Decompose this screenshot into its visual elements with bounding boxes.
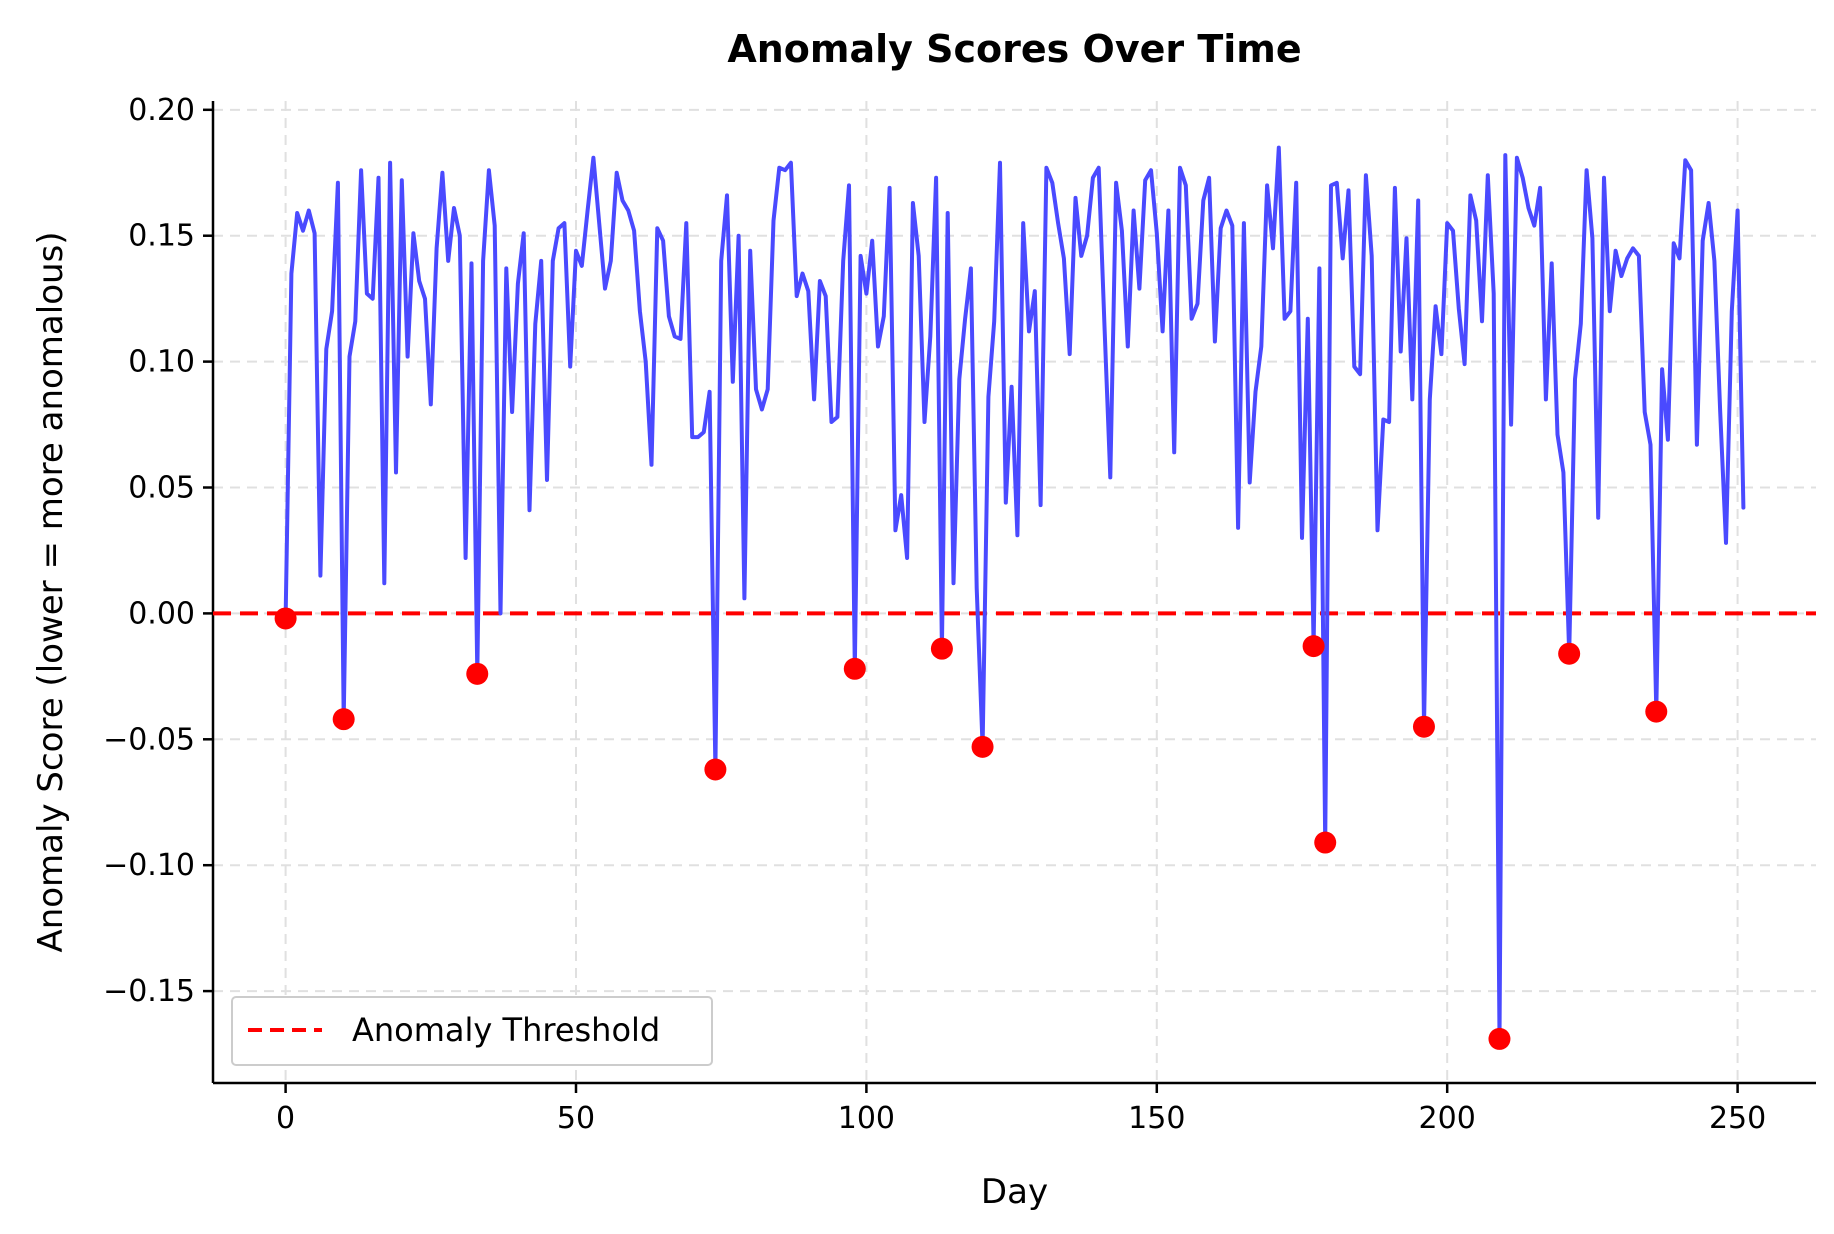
y-tick-label: −0.15 <box>103 974 195 1009</box>
y-tick-label: 0.10 <box>128 345 195 380</box>
x-tick-label: 150 <box>1128 1101 1185 1136</box>
anomaly-point <box>466 662 489 685</box>
anomaly-point <box>1314 831 1337 854</box>
anomaly-point <box>704 758 727 781</box>
y-tick-label: 0.15 <box>128 219 195 254</box>
grid <box>213 101 1816 1083</box>
y-tick-label: −0.05 <box>103 722 195 757</box>
chart-title: Anomaly Scores Over Time <box>727 27 1301 71</box>
x-tick-label: 0 <box>276 1101 295 1136</box>
anomaly-point <box>843 657 866 680</box>
tick-labels: 0 50 100 150 200 250 0.20 0.15 0.10 0.05 0.00 −0.05… <box>103 93 1766 1136</box>
anomaly-point <box>1412 715 1435 738</box>
series-layer <box>283 145 1746 1041</box>
anomaly-point <box>1645 700 1668 723</box>
anomaly-point <box>930 637 953 660</box>
x-tick-label: 250 <box>1709 1101 1766 1136</box>
y-tick-label: −0.10 <box>103 848 195 883</box>
legend: Anomaly Threshold <box>231 996 713 1066</box>
anomaly-point <box>274 607 297 630</box>
x-axis-label: Day <box>981 1172 1048 1212</box>
y-tick-label: 0.00 <box>128 596 195 631</box>
anomaly-score-line <box>283 145 1746 1041</box>
anomaly-points <box>274 607 1668 1050</box>
anomaly-point <box>1302 635 1325 658</box>
anomaly-point <box>971 735 994 758</box>
y-tick-label: 0.05 <box>128 471 195 506</box>
x-tick-label: 50 <box>557 1101 595 1136</box>
anomaly-point <box>332 708 355 731</box>
y-tick-label: 0.20 <box>128 93 195 128</box>
anomaly-point <box>1488 1027 1511 1050</box>
anomaly-point <box>1558 642 1581 665</box>
legend-box <box>231 996 713 1066</box>
x-tick-label: 200 <box>1419 1101 1476 1136</box>
y-axis-label: Anomaly Score (lower = more anomalous) <box>31 231 71 952</box>
x-tick-label: 100 <box>838 1101 895 1136</box>
legend-threshold-label: Anomaly Threshold <box>352 1011 660 1049</box>
axes <box>203 101 1816 1093</box>
